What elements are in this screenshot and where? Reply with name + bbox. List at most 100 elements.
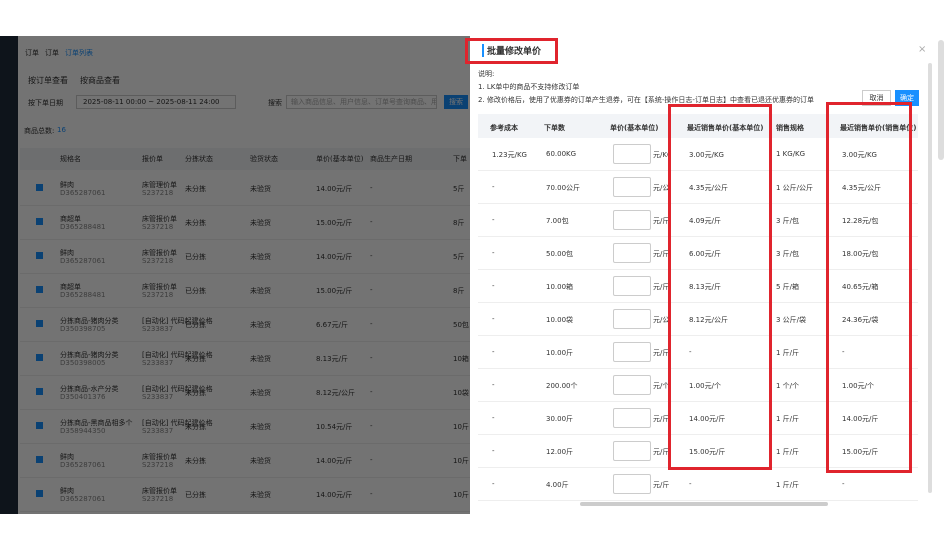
recent-base-price: 4.09元/斤	[689, 217, 721, 225]
price-input[interactable]	[613, 309, 651, 329]
horizontal-scrollbar	[580, 502, 828, 506]
reference-cost: -	[492, 282, 495, 290]
price-input[interactable]	[613, 408, 651, 428]
reference-cost: -	[492, 249, 495, 257]
price-unit: 元/斤	[653, 283, 670, 291]
price-input[interactable]	[613, 210, 651, 230]
recent-base-price: 3.00元/KG	[689, 151, 724, 159]
price-input[interactable]	[613, 474, 651, 494]
recent-base-price: 15.00元/斤	[689, 448, 726, 456]
order-quantity: 4.00斤	[546, 481, 569, 489]
price-input[interactable]	[613, 342, 651, 362]
sales-spec: 1 斤/斤	[776, 415, 800, 423]
reference-cost: -	[492, 414, 495, 422]
recent-sales-price: 1.00元/个	[842, 382, 874, 390]
dialog-title: 批量修改单价	[482, 44, 541, 57]
recent-sales-price: -	[842, 348, 845, 356]
reference-cost: -	[492, 216, 495, 224]
column-header: 单价(基本单位)	[610, 124, 659, 132]
row-divider	[478, 401, 918, 402]
vertical-scrollbar	[928, 63, 932, 493]
reference-cost: -	[492, 447, 495, 455]
cancel-button[interactable]: 取消	[862, 90, 891, 106]
recent-sales-price: 18.00元/包	[842, 250, 879, 258]
sales-spec: 3 斤/包	[776, 217, 800, 225]
row-divider	[478, 500, 918, 501]
close-button[interactable]: ×	[918, 44, 927, 55]
price-input[interactable]	[613, 375, 651, 395]
column-header: 最近销售单价(基本单位)	[687, 124, 764, 132]
price-unit: 元/斤	[653, 250, 670, 258]
dialog: 批量修改单价 × 说明: 1. LK单中的商品不支持修改订单 2. 修改价格后，使用了优…	[470, 38, 935, 514]
recent-base-price: 1.00元/个	[689, 382, 721, 390]
price-unit: 元/公斤	[653, 316, 671, 324]
price-input[interactable]	[613, 276, 651, 296]
table-header	[478, 114, 918, 138]
reference-cost: -	[492, 315, 495, 323]
row-divider	[478, 203, 918, 204]
recent-sales-price: 3.00元/KG	[842, 151, 877, 159]
sales-spec: 1 个/个	[776, 382, 800, 390]
row-divider	[478, 170, 918, 171]
order-quantity: 70.00公斤	[546, 184, 581, 192]
reference-cost: -	[492, 381, 495, 389]
recent-base-price: 8.12元/公斤	[689, 316, 728, 324]
price-unit: 元/斤	[653, 349, 670, 357]
row-divider	[478, 434, 918, 435]
sales-spec: 1 斤/斤	[776, 481, 800, 489]
price-input[interactable]	[613, 144, 651, 164]
recent-base-price: 14.00元/斤	[689, 415, 726, 423]
price-unit: 元/个	[653, 382, 670, 390]
row-divider	[478, 269, 918, 270]
recent-base-price: -	[689, 348, 692, 356]
sales-spec: 3 斤/包	[776, 250, 800, 258]
recent-sales-price: 40.65元/箱	[842, 283, 879, 291]
row-divider	[478, 368, 918, 369]
order-quantity: 60.00KG	[546, 150, 577, 158]
note: 1. LK单中的商品不支持修改订单	[478, 83, 580, 91]
reference-cost: -	[492, 480, 495, 488]
row-divider	[478, 236, 918, 237]
order-quantity: 200.00个	[546, 382, 578, 390]
highlight-box	[668, 104, 772, 470]
price-unit: 元/斤	[653, 448, 670, 456]
price-input[interactable]	[613, 243, 651, 263]
column-header: 最近销售单价(销售单位)	[840, 124, 917, 132]
order-quantity: 7.00包	[546, 217, 569, 225]
order-quantity: 12.00斤	[546, 448, 574, 456]
sales-spec: 1 斤/斤	[776, 448, 800, 456]
price-input[interactable]	[613, 177, 651, 197]
price-unit: 元/KG	[653, 151, 671, 159]
row-divider	[478, 335, 918, 336]
order-quantity: 10.00斤	[546, 349, 574, 357]
column-header: 参考成本	[490, 124, 518, 132]
sales-spec: 1 KG/KG	[776, 150, 806, 158]
page-overlay	[0, 36, 470, 514]
recent-sales-price: 12.28元/包	[842, 217, 879, 225]
price-unit: 元/公斤	[653, 184, 671, 192]
order-quantity: 30.00斤	[546, 415, 574, 423]
sales-spec: 1 斤/斤	[776, 349, 800, 357]
page-scrollbar	[938, 40, 944, 160]
highlight-box	[826, 102, 912, 473]
reference-cost: 1.23元/KG	[492, 151, 527, 159]
note: 说明:	[478, 70, 495, 78]
column-header: 下单数	[544, 124, 565, 132]
recent-base-price: 4.35元/公斤	[689, 184, 728, 192]
recent-sales-price: -	[842, 480, 845, 488]
reference-cost: -	[492, 183, 495, 191]
price-input[interactable]	[613, 441, 651, 461]
recent-sales-price: 14.00元/斤	[842, 415, 879, 423]
price-unit: 元/斤	[653, 415, 670, 423]
recent-sales-price: 4.35元/公斤	[842, 184, 881, 192]
sales-spec: 1 公斤/公斤	[776, 184, 814, 192]
highlight-box	[465, 38, 558, 64]
note: 2. 修改价格后，使用了优惠券的订单产生退券，可在【系统-操作日志-订单日志】中…	[478, 96, 814, 104]
sales-spec: 5 斤/箱	[776, 283, 800, 291]
row-divider	[478, 302, 918, 303]
recent-base-price: 6.00元/斤	[689, 250, 721, 258]
recent-sales-price: 24.36元/袋	[842, 316, 879, 324]
order-quantity: 10.00袋	[546, 316, 574, 324]
reference-cost: -	[492, 348, 495, 356]
